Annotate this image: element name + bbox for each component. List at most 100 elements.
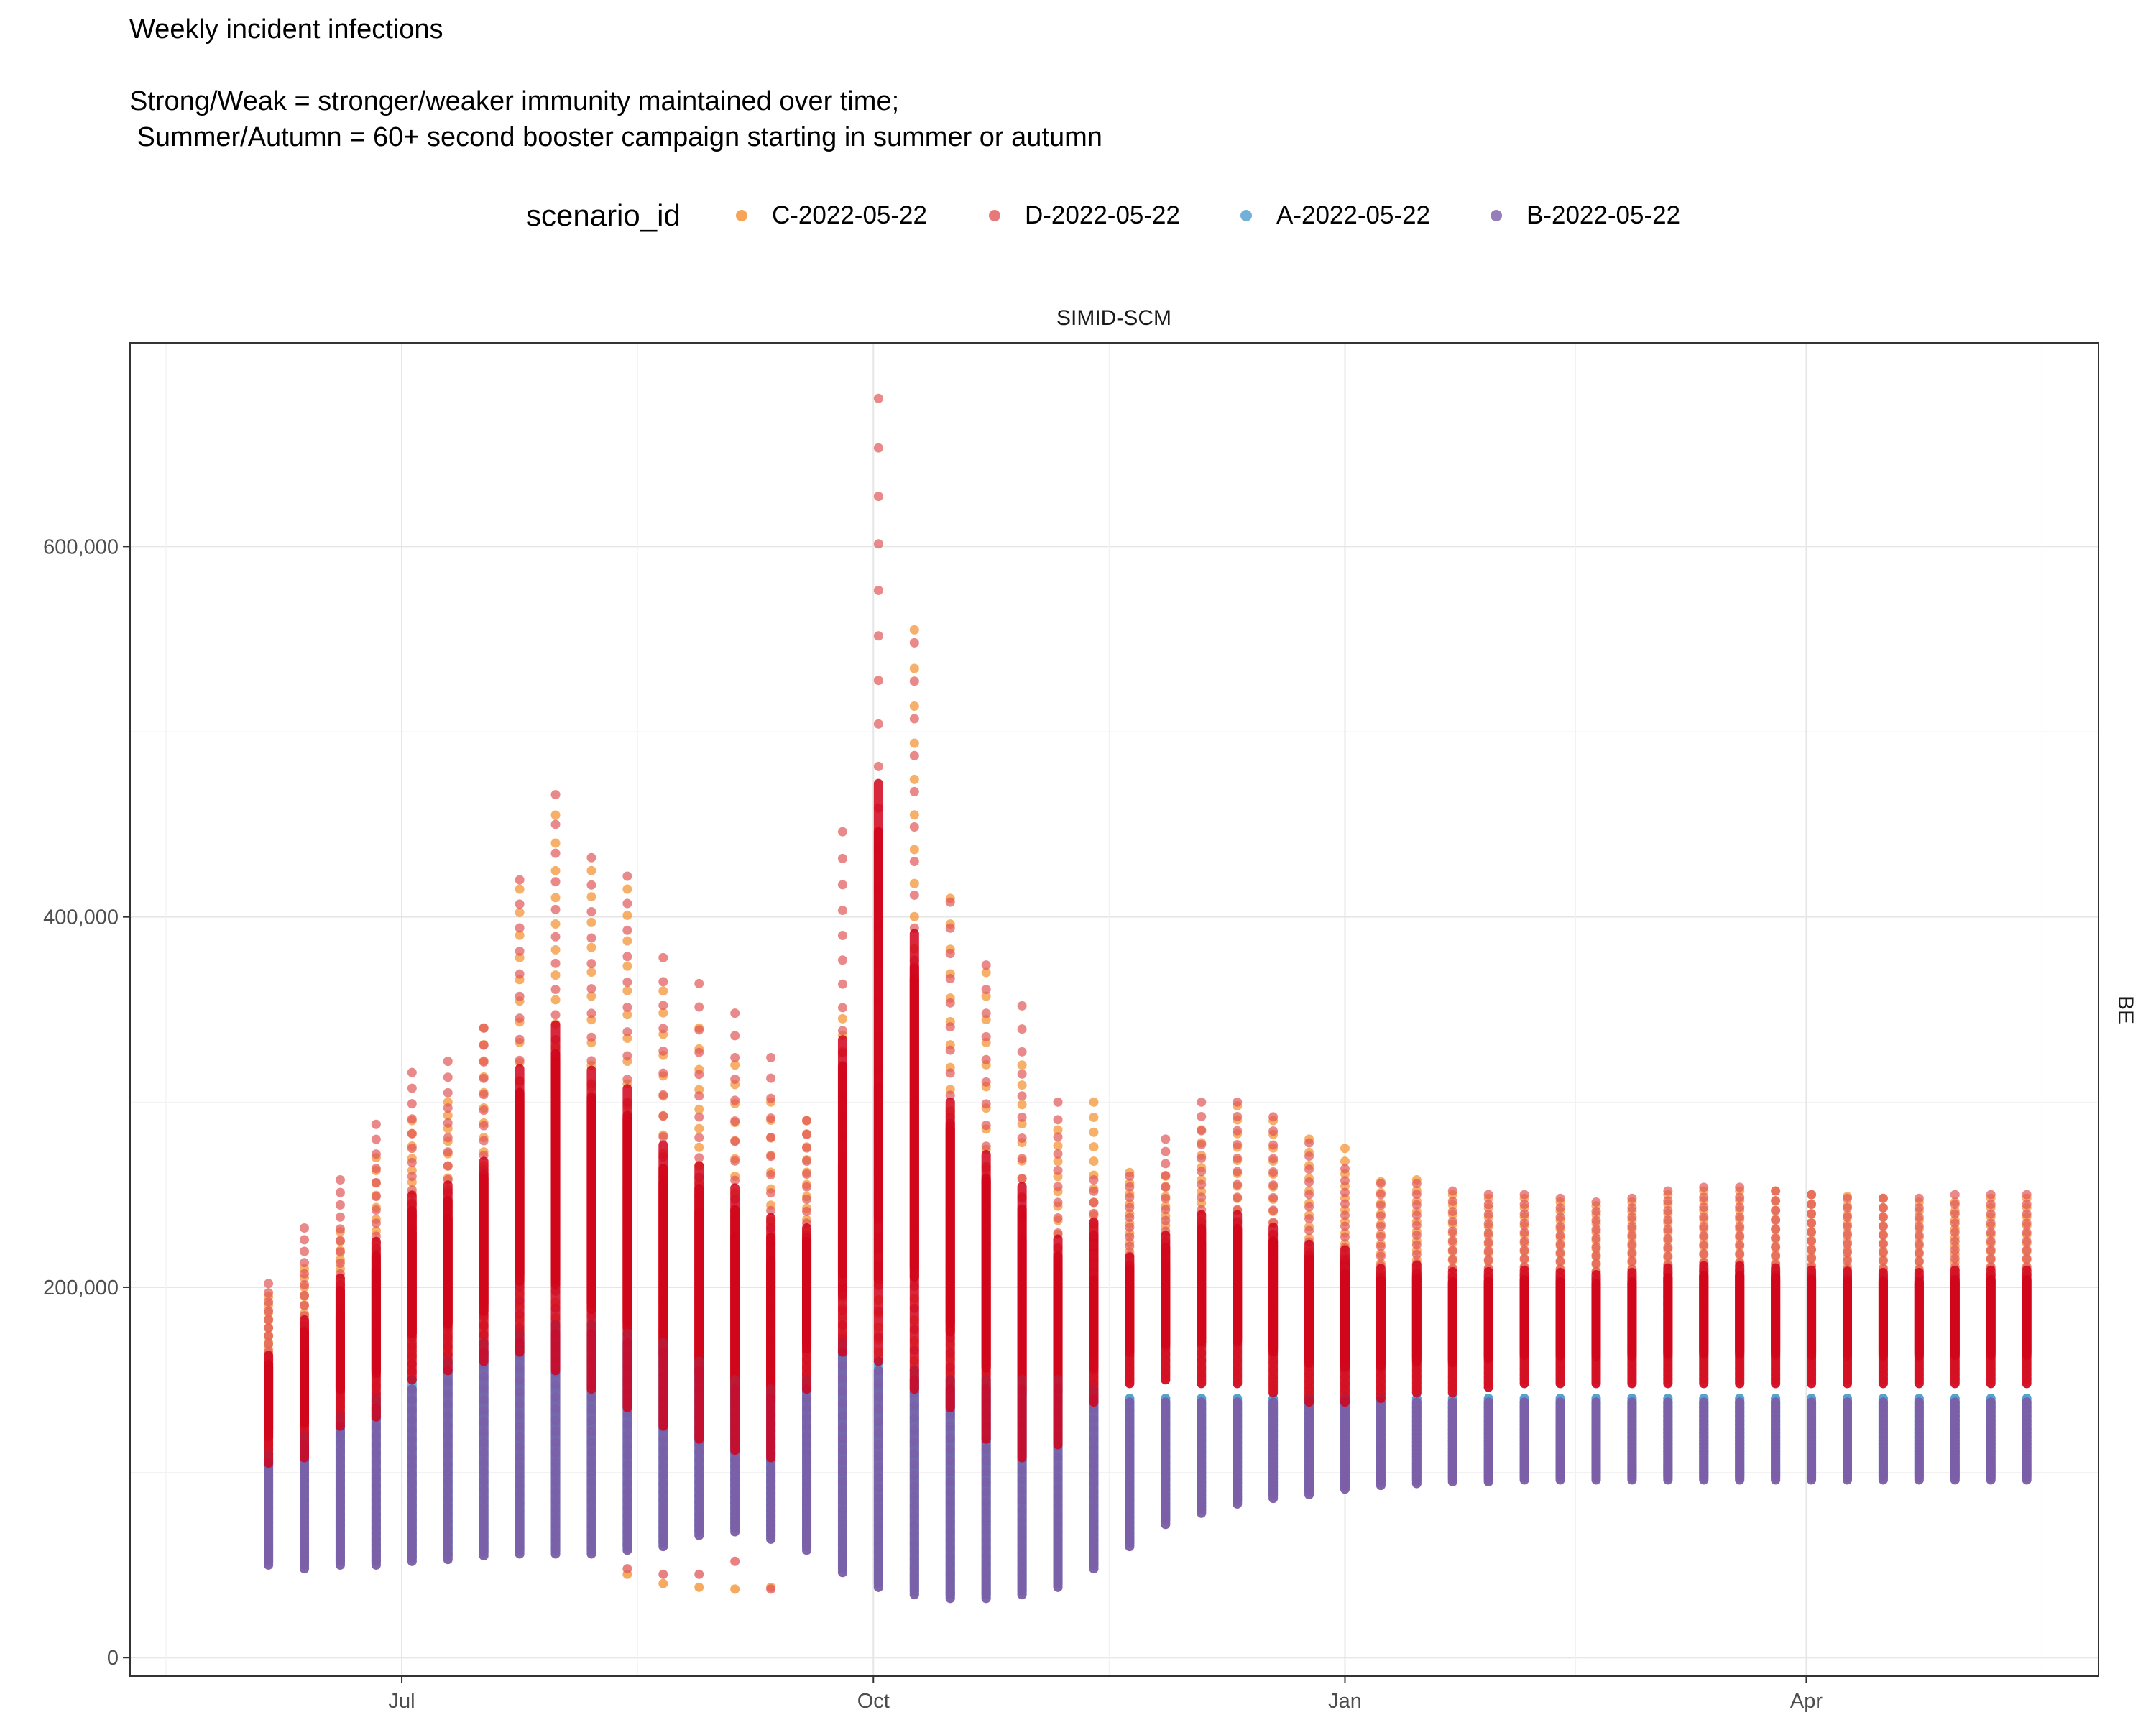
point: [515, 899, 525, 909]
point: [837, 1013, 847, 1024]
point: [1986, 1218, 1996, 1228]
point: [1197, 1179, 1207, 1190]
point: [1807, 1200, 1817, 1210]
point: [1233, 1179, 1243, 1190]
point: [550, 848, 561, 858]
point: [1735, 1248, 1745, 1259]
point: [909, 774, 919, 784]
point: [335, 1212, 345, 1222]
point: [407, 1067, 417, 1077]
point: [1411, 1240, 1422, 1250]
point: [766, 1093, 776, 1103]
point: [300, 1279, 310, 1289]
point: [586, 906, 596, 916]
point: [1699, 1212, 1709, 1222]
point: [586, 1056, 596, 1066]
point: [622, 1034, 632, 1044]
point: [1447, 1196, 1457, 1206]
point: [730, 1136, 740, 1146]
point: [873, 719, 883, 729]
point: [586, 865, 596, 875]
point: [407, 1099, 417, 1109]
point: [300, 1258, 310, 1268]
point: [1233, 1139, 1243, 1149]
point: [1376, 1200, 1386, 1210]
point: [479, 1121, 489, 1131]
point: [802, 1143, 812, 1153]
point: [1914, 1248, 1924, 1258]
point: [622, 1051, 632, 1061]
point: [1591, 1242, 1601, 1252]
point: [802, 1169, 812, 1179]
point: [550, 970, 561, 980]
chart-title: Weekly incident infections: [129, 14, 443, 45]
point: [1053, 1125, 1063, 1135]
point: [837, 931, 847, 941]
point: [945, 1090, 955, 1100]
point: [1519, 1228, 1529, 1238]
point: [1519, 1218, 1529, 1228]
point: [622, 985, 632, 995]
point: [1699, 1192, 1709, 1202]
point: [2022, 1254, 2032, 1264]
point: [1197, 1153, 1207, 1163]
point: [909, 750, 919, 760]
point: [981, 985, 991, 995]
point: [1807, 1209, 1817, 1219]
point: [335, 1247, 345, 1257]
point: [1268, 1112, 1279, 1122]
point: [1017, 1091, 1027, 1101]
point: [1233, 1111, 1243, 1121]
point: [622, 936, 632, 946]
point: [371, 1177, 381, 1187]
point: [981, 960, 991, 970]
point: [1663, 1224, 1673, 1234]
point: [622, 977, 632, 987]
point: [694, 1025, 704, 1035]
point: [1447, 1226, 1457, 1236]
point: [1304, 1164, 1314, 1174]
point: [1950, 1228, 1960, 1238]
point: [550, 944, 561, 954]
point: [837, 880, 847, 890]
point: [658, 986, 668, 996]
point: [837, 906, 847, 916]
point: [658, 1046, 668, 1056]
point: [981, 1008, 991, 1018]
point: [586, 1015, 596, 1025]
point: [1089, 1097, 1099, 1107]
point: [479, 1073, 489, 1083]
legend-label-a: A-2022-05-22: [1276, 201, 1431, 229]
point: [1053, 1115, 1063, 1125]
point: [622, 884, 632, 894]
point: [873, 631, 883, 641]
point: [1519, 1200, 1529, 1210]
point: [945, 1022, 955, 1032]
point: [1053, 1149, 1063, 1159]
point: [837, 955, 847, 965]
point: [1878, 1193, 1888, 1203]
point: [1483, 1219, 1493, 1229]
point: [873, 676, 883, 686]
point: [1555, 1239, 1565, 1249]
point: [1304, 1190, 1314, 1200]
point: [909, 676, 919, 686]
point: [1878, 1213, 1888, 1223]
point: [1914, 1221, 1924, 1231]
point: [1304, 1138, 1314, 1148]
point: [981, 1054, 991, 1064]
point: [694, 1133, 704, 1143]
point: [1878, 1239, 1888, 1249]
point: [515, 946, 525, 956]
point: [1411, 1249, 1422, 1259]
point: [981, 991, 991, 1001]
point: [1950, 1209, 1960, 1219]
point: [1053, 1165, 1063, 1175]
point: [1233, 1167, 1243, 1177]
point: [1376, 1221, 1386, 1231]
point: [909, 890, 919, 900]
point: [837, 853, 847, 863]
point: [945, 998, 955, 1008]
point: [1483, 1255, 1493, 1265]
point: [586, 942, 596, 952]
